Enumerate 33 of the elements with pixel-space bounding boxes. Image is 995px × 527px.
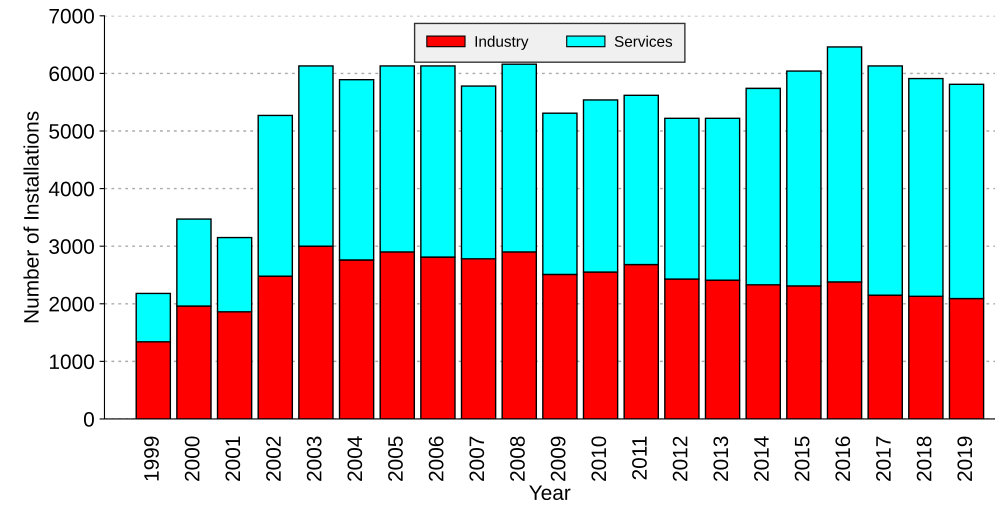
x-tick-label: 2014 (754, 436, 769, 481)
y-tick-label: 4000 (48, 182, 94, 196)
x-tick-label: 2011 (632, 436, 647, 480)
x-tick-label: 2016 (835, 436, 850, 481)
y-tick-label: 6000 (49, 66, 94, 82)
legend-label: Industry (476, 36, 528, 50)
x-tick-label: 2004 (347, 436, 362, 481)
x-tick-label: 2002 (266, 436, 281, 481)
legend-label: Services (614, 36, 672, 47)
x-tick-label: 2007 (469, 436, 484, 481)
x-tick-label: 2005 (388, 436, 403, 481)
y-tick-label: 1000 (50, 354, 94, 370)
x-tick-label: 1999 (144, 436, 159, 480)
x-tick-label: 2018 (916, 436, 932, 481)
y-tick-label: 0 (84, 412, 94, 427)
x-tick-label: 2017 (876, 436, 891, 481)
x-tick-label: 2019 (957, 436, 972, 481)
y-tick-label: 2000 (49, 296, 94, 312)
x-tick-label: 2010 (591, 436, 606, 481)
x-tick-label: 2008 (510, 436, 525, 481)
x-tick-label: 2001 (225, 436, 240, 481)
x-axis-title: Year (529, 486, 570, 500)
x-tick-label: 2000 (184, 436, 200, 481)
x-tick-label: 2012 (672, 436, 688, 481)
y-tick-label: 7000 (49, 8, 94, 24)
y-tick-label: 5000 (49, 124, 94, 139)
x-tick-label: 2013 (713, 436, 728, 481)
y-axis-title: Number of Installations (23, 112, 39, 322)
x-tick-label: 2015 (794, 436, 810, 481)
y-tick-label: 3000 (49, 239, 94, 254)
x-tick-label: 2006 (428, 436, 444, 481)
x-tick-label: 2003 (306, 436, 322, 481)
x-tick-label: 2009 (550, 436, 566, 481)
